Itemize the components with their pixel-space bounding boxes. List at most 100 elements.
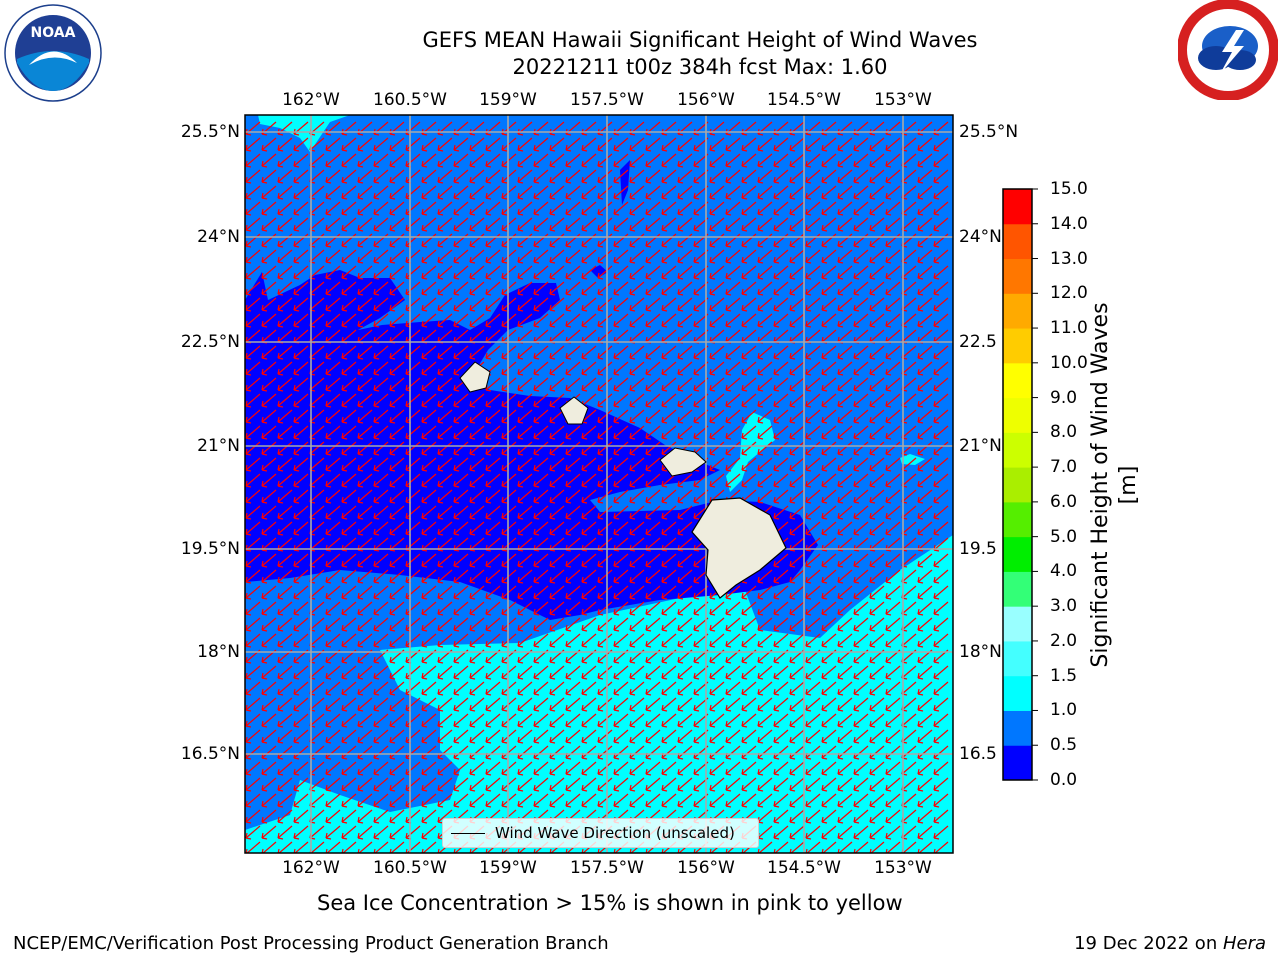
wave-direction-arrow — [517, 137, 533, 152]
wave-direction-arrow — [293, 185, 309, 200]
wave-direction-arrow — [453, 153, 469, 168]
wave-direction-arrow — [277, 201, 293, 216]
wave-direction-arrow — [293, 169, 309, 184]
wave-direction-arrow — [533, 169, 549, 184]
wave-direction-arrow — [485, 153, 501, 168]
wave-direction-arrow — [933, 137, 949, 152]
wave-direction-arrow — [421, 217, 437, 232]
wave-direction-arrow — [437, 185, 453, 200]
wave-direction-arrow — [725, 217, 741, 232]
wave-direction-arrow — [805, 233, 821, 248]
colorbar-tick-label: 0.5 — [1050, 735, 1078, 756]
wave-direction-arrow — [485, 249, 501, 264]
wave-direction-arrow — [245, 201, 261, 216]
wave-direction-arrow — [661, 265, 677, 280]
wave-direction-arrow — [677, 217, 693, 232]
wave-direction-arrow — [501, 153, 517, 168]
wave-direction-arrow — [373, 153, 389, 168]
wave-direction-arrow — [677, 137, 693, 152]
wave-direction-arrow — [389, 233, 405, 248]
wave-direction-arrow — [581, 265, 597, 280]
colorbar-segment — [1003, 571, 1032, 607]
wave-direction-arrow — [677, 185, 693, 200]
wave-direction-arrow — [565, 201, 581, 216]
wave-direction-arrow — [325, 201, 341, 216]
wave-direction-arrow — [357, 265, 373, 280]
footer-left: NCEP/EMC/Verification Post Processing Pr… — [13, 933, 609, 954]
wave-direction-arrow — [261, 217, 277, 232]
wave-direction-arrow — [277, 185, 293, 200]
wave-direction-arrow — [293, 153, 309, 168]
colorbar-tick-label: 12.0 — [1050, 283, 1088, 304]
wave-direction-arrow — [245, 169, 261, 184]
wave-direction-arrow — [757, 233, 773, 248]
wave-direction-arrow — [389, 217, 405, 232]
wave-direction-arrow — [661, 137, 677, 152]
wave-direction-arrow — [517, 233, 533, 248]
wave-direction-arrow — [821, 233, 837, 248]
wave-direction-arrow — [869, 249, 885, 264]
wave-direction-arrow — [821, 169, 837, 184]
wave-direction-arrow — [709, 185, 725, 200]
wave-direction-arrow — [645, 201, 661, 216]
wave-direction-arrow — [325, 233, 341, 248]
wave-direction-arrow — [373, 265, 389, 280]
wave-direction-arrow — [613, 233, 629, 248]
wave-direction-arrow — [421, 233, 437, 248]
wave-direction-arrow — [789, 153, 805, 168]
wave-direction-arrow — [613, 153, 629, 168]
wave-direction-arrow — [357, 153, 373, 168]
wave-direction-arrow — [821, 185, 837, 200]
wave-direction-arrow — [709, 153, 725, 168]
wave-direction-arrow — [885, 185, 901, 200]
wave-direction-arrow — [549, 201, 565, 216]
colorbar-segment — [1003, 606, 1032, 642]
wave-direction-arrow — [837, 153, 853, 168]
wave-direction-arrow — [869, 265, 885, 280]
wave-direction-arrow — [549, 233, 565, 248]
wave-direction-arrow — [357, 281, 373, 296]
wave-direction-arrow — [533, 201, 549, 216]
wave-direction-arrow — [757, 265, 773, 280]
wave-direction-arrow — [581, 153, 597, 168]
wave-direction-arrow — [261, 169, 277, 184]
wave-direction-arrow — [293, 233, 309, 248]
colorbar-segment — [1003, 362, 1032, 399]
wave-field-high-north — [258, 115, 350, 152]
wave-direction-arrow — [581, 201, 597, 216]
wave-direction-arrow — [725, 153, 741, 168]
wave-direction-arrow — [389, 249, 405, 264]
latitude-label-left: 22.5°N — [180, 332, 240, 352]
wave-direction-arrow — [677, 249, 693, 264]
wave-direction-arrow — [709, 265, 725, 280]
wave-field-low — [245, 270, 818, 620]
wave-direction-arrow — [709, 169, 725, 184]
wave-direction-arrow — [821, 137, 837, 152]
longitude-label: 153°W — [874, 858, 932, 878]
wave-direction-arrow — [453, 265, 469, 280]
wave-direction-arrow — [261, 153, 277, 168]
colorbar-segment — [1003, 223, 1032, 260]
longitude-label: 162°W — [282, 90, 340, 110]
footer-host: Hera — [1222, 933, 1266, 954]
wave-direction-arrow — [341, 169, 357, 184]
wave-direction-arrow — [261, 249, 277, 264]
wave-direction-arrow — [373, 249, 389, 264]
wave-direction-arrow — [501, 233, 517, 248]
wave-direction-arrow — [293, 249, 309, 264]
wave-direction-arrow — [469, 153, 485, 168]
colorbar-tick-label: 0.0 — [1050, 770, 1078, 790]
wave-direction-arrow — [437, 153, 453, 168]
footer-date: 19 Dec 2022 on — [1074, 933, 1223, 954]
wave-direction-arrow — [645, 217, 661, 232]
longitude-label: 160.5°W — [373, 90, 447, 110]
wave-direction-arrow — [661, 201, 677, 216]
wave-direction-arrow — [341, 137, 357, 152]
wave-direction-arrow — [773, 265, 789, 280]
wave-direction-arrow — [549, 137, 565, 152]
wave-direction-arrow — [853, 153, 869, 168]
wave-direction-arrow — [517, 217, 533, 232]
wave-direction-arrow — [517, 265, 533, 280]
wave-direction-arrow — [341, 201, 357, 216]
latitude-label-right: 25.5°N — [959, 122, 1019, 142]
